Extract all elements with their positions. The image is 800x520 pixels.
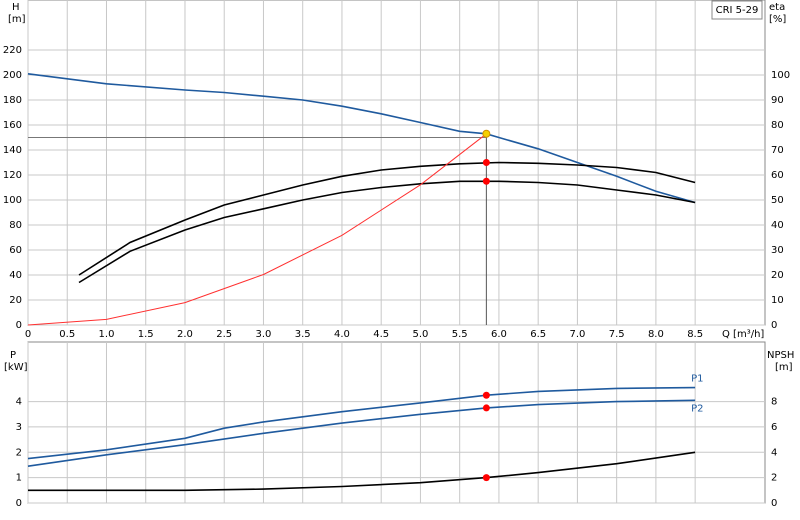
y2-label: NPSH	[767, 350, 794, 361]
y-unit: [m]	[8, 14, 26, 25]
x-tick-label: 3.5	[295, 329, 311, 340]
x-tick-label: 6.0	[491, 329, 507, 340]
title-box	[711, 0, 763, 20]
x-tick-label: 7.0	[569, 329, 585, 340]
x-tick-label: 4.5	[373, 329, 389, 340]
y2-tick-label: 50	[771, 195, 784, 206]
y2-tick-label: 10	[771, 295, 784, 306]
x-tick-label: 5.0	[412, 329, 428, 340]
y-tick-label: 200	[3, 70, 22, 81]
x-tick-label: 0	[25, 329, 31, 340]
x-label: Q [m³/h]	[722, 329, 764, 340]
y2-tick-label: 40	[771, 220, 784, 231]
series-label: P2	[691, 403, 703, 414]
series-line	[78, 180, 696, 284]
y2-tick-label: 60	[771, 170, 784, 181]
x-tick-label: 7.5	[609, 329, 625, 340]
y2-tick-label: 8	[771, 397, 777, 408]
y2-tick-label: 6	[771, 422, 777, 433]
y2-tick-label: 90	[771, 95, 784, 106]
operating-point	[482, 474, 490, 482]
series-line	[78, 161, 696, 276]
y-tick-label: 120	[3, 170, 22, 181]
y2-tick-label: 80	[771, 120, 784, 131]
y2-tick-label: 0	[771, 320, 777, 331]
x-tick-label: 8.0	[648, 329, 664, 340]
series-line	[28, 451, 696, 492]
y-tick-label: 20	[9, 295, 22, 306]
y2-tick-label: 30	[771, 245, 784, 256]
y-tick-label: 60	[9, 245, 22, 256]
y-unit: [kW]	[4, 362, 28, 373]
y-tick-label: 140	[3, 145, 22, 156]
y2-unit: [m]	[775, 362, 793, 373]
series-line	[27, 399, 696, 467]
y2-label: eta	[769, 2, 785, 13]
series-line	[27, 133, 487, 326]
y-tick-label: 220	[3, 45, 22, 56]
series-line	[27, 73, 696, 204]
y-tick-label: 4	[16, 397, 22, 408]
y-tick-label: 2	[16, 447, 22, 458]
y-tick-label: 0	[16, 320, 22, 331]
x-tick-label: 6.5	[530, 329, 546, 340]
y-tick-label: 80	[9, 220, 22, 231]
x-tick-label: 3.0	[256, 329, 272, 340]
y-tick-label: 100	[3, 195, 22, 206]
y2-unit: [%]	[769, 14, 786, 25]
x-tick-label: 2.0	[177, 329, 193, 340]
y2-tick-label: 2	[771, 473, 777, 484]
operating-point	[482, 129, 491, 138]
x-tick-label: 8.5	[687, 329, 703, 340]
series-line	[27, 386, 696, 460]
y-tick-label: 180	[3, 95, 22, 106]
y-tick-label: 0	[16, 498, 22, 509]
y-tick-label: 3	[16, 422, 22, 433]
operating-point	[482, 177, 490, 185]
y2-tick-label: 20	[771, 270, 784, 281]
y2-tick-label: 0	[771, 498, 777, 509]
x-tick-label: 1.5	[138, 329, 154, 340]
x-tick-label: 2.5	[216, 329, 232, 340]
chart-title: CRI 5-29	[716, 5, 759, 16]
series-label: P1	[691, 374, 703, 385]
operating-point	[482, 159, 490, 166]
y-label: P	[10, 350, 16, 361]
y2-tick-label: 4	[771, 447, 777, 458]
operating-point	[482, 391, 490, 399]
x-tick-label: 0.5	[59, 329, 75, 340]
y-tick-label: 40	[9, 270, 22, 281]
operating-point	[482, 404, 490, 412]
x-tick-label: 4.0	[334, 329, 350, 340]
y-label: H	[12, 2, 20, 13]
x-tick-label: 5.5	[452, 329, 468, 340]
y2-tick-label: 70	[771, 145, 784, 156]
x-tick-label: 1.0	[99, 329, 115, 340]
y-tick-label: 160	[3, 120, 22, 131]
y-tick-label: 1	[16, 473, 22, 484]
y2-tick-label: 100	[771, 70, 790, 81]
